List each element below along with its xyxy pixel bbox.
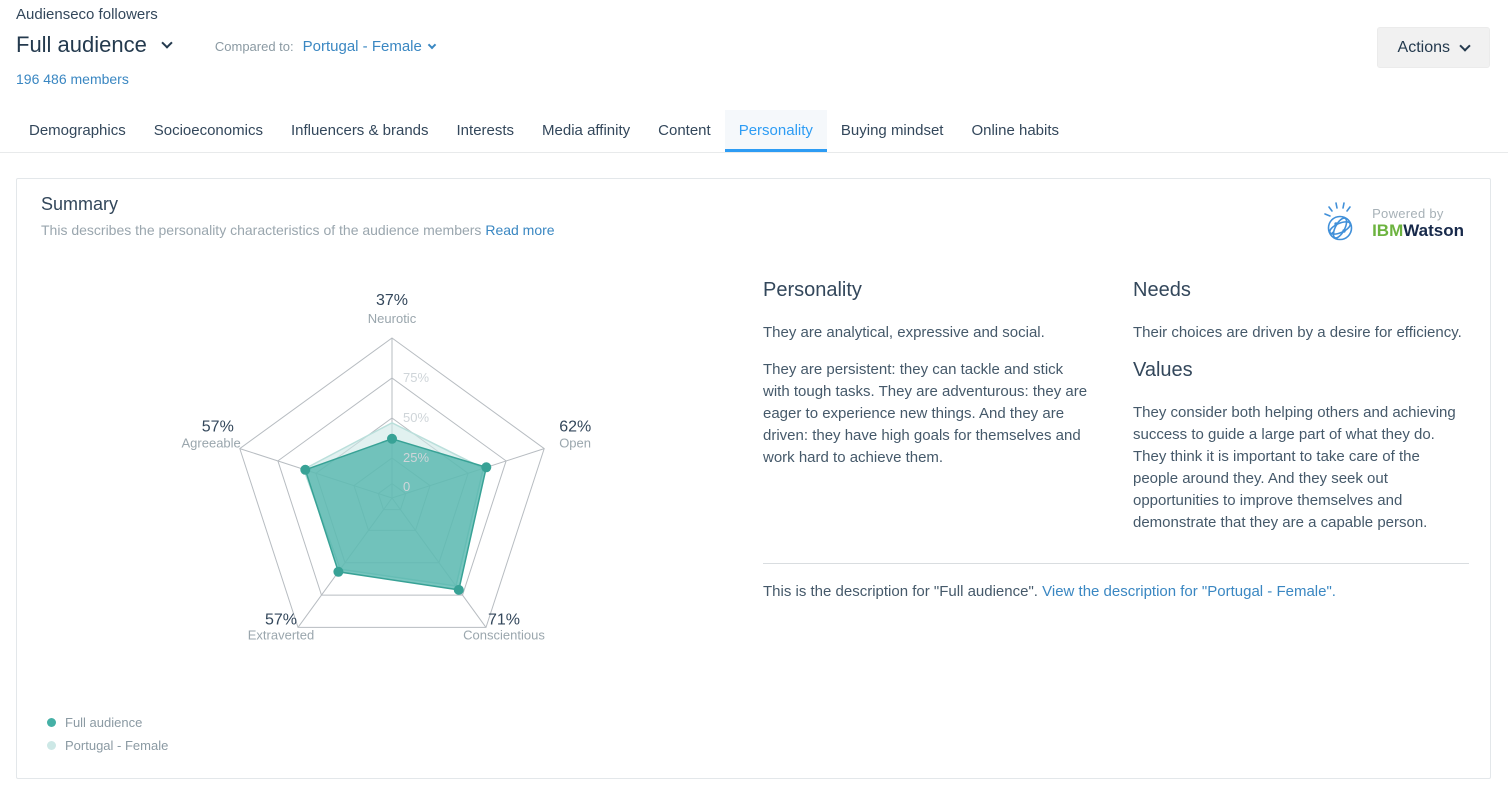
personality-column: Personality They are analytical, express… xyxy=(763,279,1093,549)
values-section-title: Values xyxy=(1133,359,1193,381)
needs-values-column: Needs Their choices are driven by a desi… xyxy=(1133,279,1463,549)
legend-item-full-audience: Full audience xyxy=(47,715,168,730)
description-panel: Personality They are analytical, express… xyxy=(763,279,1469,618)
summary-card: Summary This describes the personality c… xyxy=(16,178,1491,779)
legend-dot-portugal-female xyxy=(47,741,56,750)
svg-text:Extraverted: Extraverted xyxy=(248,627,314,642)
comparison-selector-label: Portugal - Female xyxy=(302,38,422,55)
personality-radar-chart: 75% 50% 25% 0 37% Neurotic 62% Open 71% Conscient… xyxy=(31,271,731,761)
svg-text:Conscientious: Conscientious xyxy=(463,627,545,642)
legend-item-portugal-female: Portugal - Female xyxy=(47,738,168,753)
svg-text:Agreeable: Agreeable xyxy=(182,436,241,451)
chevron-down-icon xyxy=(427,40,437,49)
personality-paragraph-1: They are analytical, expressive and soci… xyxy=(763,324,1045,341)
watson-label: Watson xyxy=(1403,221,1464,240)
chevron-down-icon xyxy=(1459,39,1471,52)
svg-text:Open: Open xyxy=(559,436,591,451)
tab-socioeconomics[interactable]: Socioeconomics xyxy=(153,122,263,139)
tab-buying-mindset[interactable]: Buying mindset xyxy=(840,122,944,139)
svg-text:Neurotic: Neurotic xyxy=(368,311,417,326)
ibm-label: IBM xyxy=(1372,221,1404,240)
svg-text:50%: 50% xyxy=(403,410,429,425)
radar-chart-svg: 75% 50% 25% 0 37% Neurotic 62%Open 71%Conscient… xyxy=(182,292,592,642)
view-comparison-description-link[interactable]: View the description for "Portugal - Fem… xyxy=(1042,583,1336,600)
personality-paragraph-2: They are persistent: they can tackle and… xyxy=(763,361,1088,466)
card-title: Summary xyxy=(41,194,119,214)
chevron-down-icon xyxy=(161,37,173,49)
audience-header: Full audience Compared to: Portugal - Fe… xyxy=(16,32,437,58)
tab-personality[interactable]: Personality xyxy=(724,110,827,152)
watson-globe-icon xyxy=(1324,202,1353,241)
report-title: Audienseco followers xyxy=(16,6,158,23)
svg-text:0: 0 xyxy=(403,479,410,494)
read-more-link[interactable]: Read more xyxy=(485,222,555,238)
tab-content[interactable]: Content xyxy=(658,122,711,139)
tab-demographics[interactable]: Demographics xyxy=(29,122,126,139)
values-paragraph: They consider both helping others and ac… xyxy=(1133,404,1456,531)
actions-button-label: Actions xyxy=(1397,38,1450,56)
svg-text:57%: 57% xyxy=(202,419,234,436)
svg-text:71%: 71% xyxy=(488,611,520,628)
legend-dot-full-audience xyxy=(47,718,56,727)
audience-selector[interactable]: Full audience xyxy=(16,32,173,58)
description-divider xyxy=(763,563,1469,564)
svg-text:37%: 37% xyxy=(376,292,408,309)
legend-label-full-audience: Full audience xyxy=(65,715,143,730)
tab-online-habits[interactable]: Online habits xyxy=(971,122,1060,139)
card-subtitle-text: This describes the personality character… xyxy=(41,222,482,238)
personality-section-title: Personality xyxy=(763,279,862,301)
powered-by-label: Powered by xyxy=(1372,206,1444,221)
description-footer-text: This is the description for "Full audien… xyxy=(763,583,1038,600)
svg-text:75%: 75% xyxy=(403,370,429,385)
compared-to-label: Compared to: xyxy=(214,39,294,54)
ibm-watson-logo: Powered by IBMWatson xyxy=(1319,200,1464,246)
svg-text:25%: 25% xyxy=(403,450,429,465)
comparison-selector[interactable]: Portugal - Female xyxy=(302,38,437,55)
tab-bar: Demographics Socioeconomics Influencers … xyxy=(0,110,1508,153)
svg-text:62%: 62% xyxy=(559,419,591,436)
description-footer: This is the description for "Full audien… xyxy=(763,581,1469,603)
members-count-link[interactable]: 196 486 members xyxy=(16,71,129,87)
tab-influencers-brands[interactable]: Influencers & brands xyxy=(290,122,429,139)
tab-interests[interactable]: Interests xyxy=(456,122,515,139)
tab-media-affinity[interactable]: Media affinity xyxy=(542,122,631,139)
ibm-watson-wordmark: IBMWatson xyxy=(1372,221,1464,240)
audience-selector-label: Full audience xyxy=(16,32,147,57)
legend-label-portugal-female: Portugal - Female xyxy=(65,738,169,753)
chart-legend: Full audience Portugal - Female xyxy=(47,715,168,761)
svg-text:57%: 57% xyxy=(265,611,297,628)
actions-button[interactable]: Actions xyxy=(1376,27,1490,68)
needs-section-title: Needs xyxy=(1133,279,1191,301)
needs-paragraph: Their choices are driven by a desire for… xyxy=(1133,324,1462,341)
card-subtitle: This describes the personality character… xyxy=(41,222,555,238)
